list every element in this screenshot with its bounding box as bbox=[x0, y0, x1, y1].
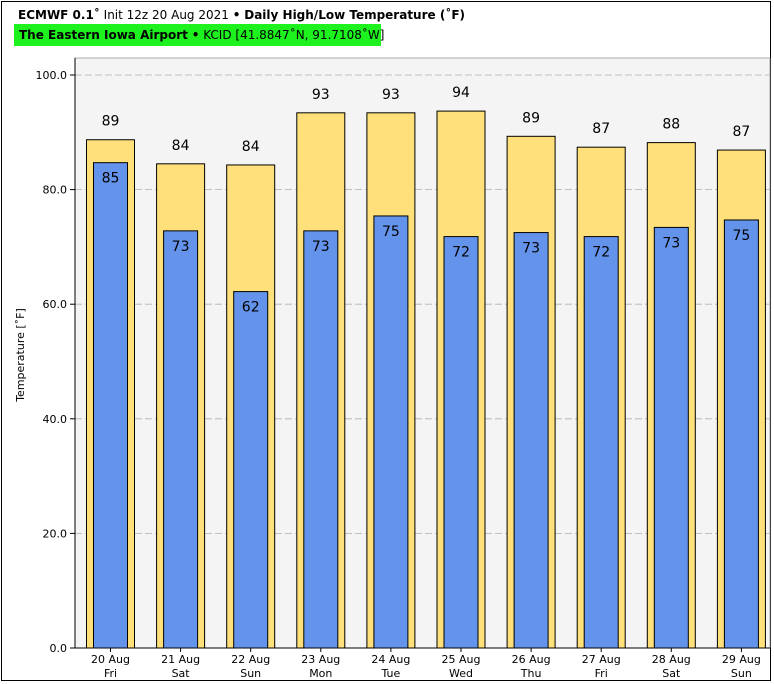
x-tick-day: Thu bbox=[520, 667, 542, 680]
x-tick-day: Sat bbox=[172, 667, 191, 680]
high-temp-label: 89 bbox=[522, 110, 540, 126]
location-name: The Eastern Iowa Airport bbox=[19, 28, 188, 42]
model-name: ECMWF 0.1˚ bbox=[18, 8, 100, 22]
low-temp-label: 62 bbox=[242, 300, 260, 316]
x-tick-date: 29 Aug bbox=[722, 653, 761, 666]
x-tick-date: 24 Aug bbox=[371, 653, 410, 666]
high-temp-label: 94 bbox=[452, 85, 470, 101]
x-tick-date: 23 Aug bbox=[301, 653, 340, 666]
location-banner: The Eastern Iowa Airport • KCID [41.8847… bbox=[14, 24, 385, 46]
low-temp-bar bbox=[233, 291, 269, 649]
x-tick-day: Sun bbox=[731, 667, 752, 680]
low-temp-bar bbox=[373, 215, 409, 649]
y-tick-label: 60.0 bbox=[43, 298, 68, 311]
high-temp-label: 93 bbox=[382, 87, 400, 103]
title-bullet: • bbox=[232, 8, 241, 22]
x-tick-date: 22 Aug bbox=[231, 653, 270, 666]
x-tick-date: 25 Aug bbox=[442, 653, 481, 666]
high-temp-label: 84 bbox=[242, 139, 260, 155]
low-temp-bar bbox=[513, 232, 549, 649]
x-tick-day: Fri bbox=[595, 667, 608, 680]
x-tick-date: 27 Aug bbox=[582, 653, 621, 666]
low-temp-label: 73 bbox=[662, 235, 680, 251]
low-temp-bar bbox=[653, 226, 689, 649]
low-temp-bar bbox=[583, 236, 619, 649]
init-time: Init 12z 20 Aug 2021 bbox=[103, 8, 229, 22]
high-temp-label: 84 bbox=[172, 138, 190, 154]
chart-title: ECMWF 0.1˚ Init 12z 20 Aug 2021 • Daily … bbox=[18, 8, 465, 22]
high-temp-label: 89 bbox=[102, 114, 120, 130]
low-temp-label: 73 bbox=[312, 239, 330, 255]
x-tick-day: Wed bbox=[449, 667, 473, 680]
low-temp-bar bbox=[93, 162, 128, 649]
low-temp-bar bbox=[163, 230, 199, 649]
x-tick-day: Sun bbox=[240, 667, 261, 680]
low-temp-label: 72 bbox=[452, 245, 470, 261]
x-tick-day: Sat bbox=[662, 667, 681, 680]
high-temp-label: 87 bbox=[732, 124, 750, 140]
y-tick-label: 20.0 bbox=[43, 527, 68, 540]
x-tick-date: 20 Aug bbox=[91, 653, 130, 666]
x-tick-day: Mon bbox=[309, 667, 332, 680]
low-temp-label: 85 bbox=[102, 171, 120, 187]
x-tick-date: 21 Aug bbox=[161, 653, 200, 666]
x-tick-date: 28 Aug bbox=[652, 653, 691, 666]
low-temp-bar bbox=[723, 219, 759, 649]
product-name: Daily High/Low Temperature (˚F) bbox=[244, 8, 466, 22]
station-info: KCID [41.8847˚N, 91.7108˚W] bbox=[203, 28, 385, 42]
low-temp-label: 75 bbox=[732, 228, 750, 244]
high-temp-label: 87 bbox=[592, 121, 610, 137]
low-temp-bar bbox=[303, 230, 339, 649]
x-tick-day: Tue bbox=[381, 667, 401, 680]
x-tick-date: 26 Aug bbox=[512, 653, 551, 666]
low-temp-label: 75 bbox=[382, 224, 400, 240]
low-temp-label: 73 bbox=[172, 239, 190, 255]
location-bullet: • bbox=[191, 28, 200, 42]
high-temp-label: 93 bbox=[312, 87, 330, 103]
y-tick-label: 0.0 bbox=[50, 642, 68, 655]
low-temp-label: 72 bbox=[592, 245, 610, 261]
low-temp-label: 73 bbox=[522, 241, 540, 257]
y-tick-label: 80.0 bbox=[43, 184, 68, 197]
y-tick-label: 100.0 bbox=[36, 69, 68, 82]
y-axis-label: Temperature [˚F] bbox=[14, 308, 27, 403]
y-tick-label: 40.0 bbox=[43, 413, 68, 426]
high-temp-label: 88 bbox=[662, 117, 680, 133]
low-temp-bar bbox=[443, 236, 479, 649]
x-tick-day: Fri bbox=[104, 667, 117, 680]
